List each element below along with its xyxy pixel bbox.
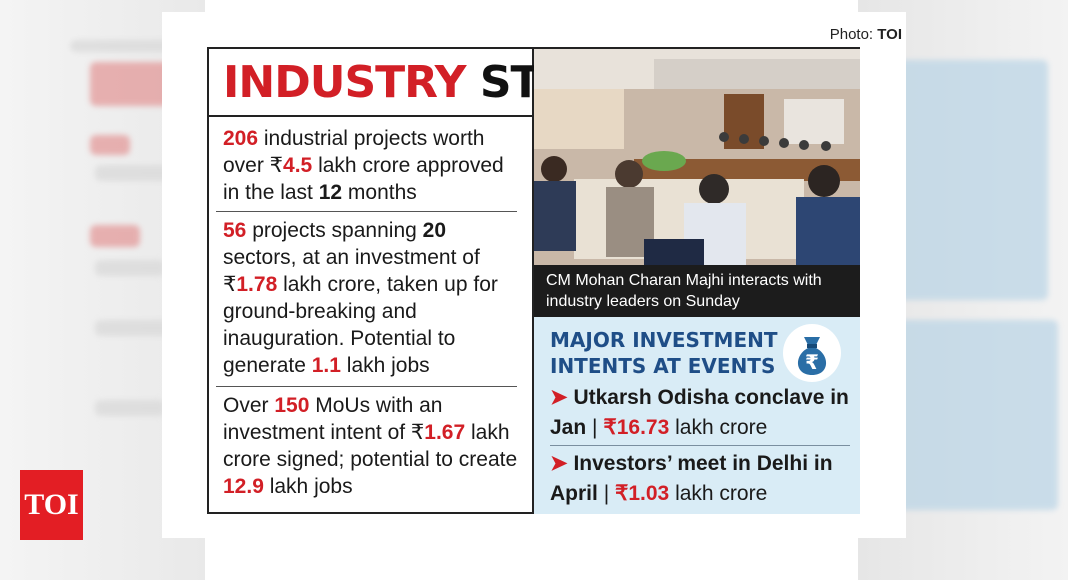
highlight-number: 12.9 [223, 475, 264, 498]
divider [216, 386, 517, 387]
photo-caption: CM Mohan Charan Majhi interacts with ind… [534, 265, 860, 317]
meeting-photo [534, 49, 860, 265]
investment-panel: MAJOR INVESTMENT INTENTS AT EVENTS ₹ ➤ U… [534, 317, 860, 514]
fact-text: lakh jobs [263, 475, 353, 498]
highlight-number: 56 [223, 219, 247, 242]
highlight-number: 1.1 [311, 354, 341, 377]
highlight-number: 206 [223, 127, 259, 150]
bold-number: 20 [422, 219, 446, 242]
fact-text: projects spanning [246, 219, 423, 242]
fact-item: 206 industrial projects worth over ₹4.5 … [223, 125, 519, 206]
arrow-icon: ➤ [550, 386, 568, 409]
infographic-frame: INDUSTRY STORY 206 industrial projects w… [207, 47, 860, 514]
photo-credit: Photo: TOI [829, 26, 902, 43]
rupee-money-bag-icon: ₹ [782, 323, 842, 383]
fact-text: Over [223, 394, 275, 417]
fact-text: MoUs with an investment intent of ₹ [223, 394, 443, 444]
divider [550, 445, 850, 446]
fact-item: 56 projects spanning 20 sectors, at an i… [223, 217, 519, 379]
fact-text: months [342, 181, 417, 204]
fact-text: lakh crore, taken up for ground-breaking… [223, 273, 498, 377]
toi-logo: TOI [20, 470, 83, 540]
highlight-number: 150 [274, 394, 310, 417]
investment-title: MAJOR INVESTMENT INTENTS AT EVENTS [550, 328, 778, 378]
highlight-number: 1.67 [424, 421, 466, 444]
fact-text: lakh crore approved in the last [223, 154, 504, 204]
highlight-number: 4.5 [283, 154, 313, 177]
fact-text: lakh crore signed; potential to create [223, 421, 518, 471]
title-box: INDUSTRY STORY [209, 49, 638, 117]
fact-text: sectors, at an investment of ₹ [223, 246, 480, 296]
fact-item: Over 150 MoUs with an investment intent … [223, 392, 519, 500]
investment-event: ➤ Utkarsh Odisha conclave in Jan | ₹16.7… [550, 386, 849, 439]
infographic-card: Photo: TOI INDUSTRY STORY 206 industrial… [162, 12, 906, 538]
divider [216, 211, 517, 212]
investment-event: ➤ Investors’ meet in Delhi in April | ₹1… [550, 452, 833, 505]
facts-panel: 206 industrial projects worth over ₹4.5 … [209, 117, 534, 514]
svg-text:₹: ₹ [805, 350, 819, 374]
arrow-icon: ➤ [550, 452, 568, 475]
fact-text: lakh jobs [340, 354, 430, 377]
fact-text: industrial projects worth over ₹ [223, 127, 485, 177]
bold-number: 12 [318, 181, 343, 204]
highlight-number: 1.78 [236, 273, 278, 296]
